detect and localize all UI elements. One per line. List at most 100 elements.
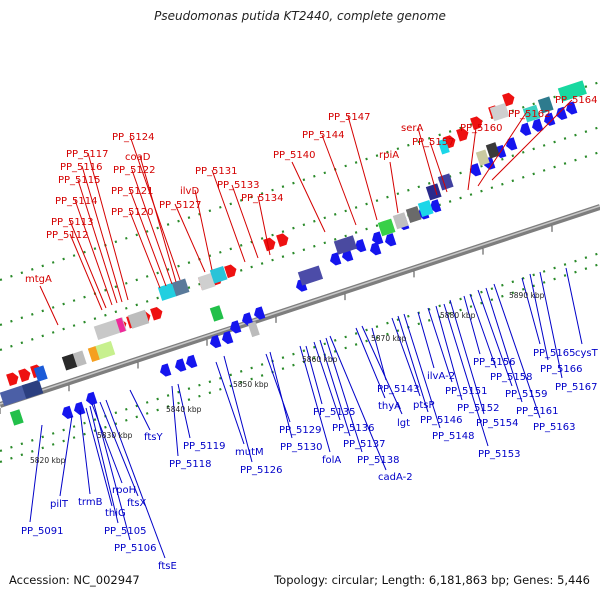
gene-label-ftsY[interactable]: ftsY (144, 432, 163, 443)
bottom-leader-line (105, 399, 166, 559)
tick-label-5840: 5840 kbp (166, 405, 202, 414)
gene-label-mtgA[interactable]: mtgA (25, 274, 52, 285)
gene-label-ilvD[interactable]: ilvD (180, 186, 199, 197)
gene-label-PP_5158[interactable]: PP_5158 (490, 372, 533, 383)
bottom-leader-line (91, 403, 123, 484)
gene-label-PP_5159[interactable]: PP_5159 (505, 389, 548, 400)
gene-label-PP_5140[interactable]: PP_5140 (273, 150, 316, 161)
gene-label-PP_5117[interactable]: PP_5117 (66, 149, 109, 160)
gene-label-ftsE[interactable]: ftsE (158, 561, 177, 572)
gene-label-thyA[interactable]: thyA (378, 401, 401, 412)
gene-label-PP_5129[interactable]: PP_5129 (279, 425, 322, 436)
gene-label-PP_5151[interactable]: PP_5151 (445, 386, 488, 397)
gene-label-mutM[interactable]: mutM (235, 447, 264, 458)
gene-label-PP_5157[interactable]: PP_5157 (412, 137, 455, 148)
gene-label-PP_5164[interactable]: PP_5164 (555, 95, 598, 106)
gene-block (377, 218, 396, 237)
gene-label-cadA-2[interactable]: cadA-2 (378, 472, 413, 483)
gene-label-PP_5091[interactable]: PP_5091 (21, 526, 64, 537)
gene-label-PP_5154[interactable]: PP_5154 (476, 418, 519, 429)
bottom-leader-line (329, 335, 387, 471)
gene-label-PP_5126[interactable]: PP_5126 (240, 465, 283, 476)
top-leader-line (69, 233, 103, 311)
gene-label-lgt[interactable]: lgt (397, 418, 410, 429)
gene-label-PP_5147[interactable]: PP_5147 (328, 112, 371, 123)
gene-arrow (506, 137, 518, 151)
gene-label-coaD[interactable]: coaD (125, 152, 151, 163)
gene-label-PP_5121[interactable]: PP_5121 (111, 186, 154, 197)
gene-block (247, 321, 260, 338)
gene-label-PP_5153[interactable]: PP_5153 (478, 449, 521, 460)
gene-label-PP_5116[interactable]: PP_5116 (60, 162, 103, 173)
genome-backbone (0, 204, 600, 408)
bottom-leader-line (565, 267, 583, 345)
gene-label-PP_5106[interactable]: PP_5106 (114, 543, 157, 554)
gene-arrow (175, 358, 187, 372)
gene-label-PP_5137[interactable]: PP_5137 (343, 439, 386, 450)
gene-block (87, 346, 100, 362)
gene-label-thiG[interactable]: thiG (105, 508, 126, 519)
gene-label-PP_5143[interactable]: PP_5143 (377, 384, 420, 395)
gene-label-PP_5127[interactable]: PP_5127 (159, 200, 202, 211)
gene-label-ftsX[interactable]: ftsX (127, 498, 146, 509)
gene-label-PP_5122[interactable]: PP_5122 (113, 165, 156, 176)
bottom-leader-line (89, 405, 119, 524)
gene-arrow (186, 354, 198, 369)
gene-label-PP_5115[interactable]: PP_5115 (58, 175, 101, 186)
gene-label-PP_5162[interactable]: PP_5162 (508, 109, 551, 120)
gene-label-PP_5136[interactable]: PP_5136 (332, 423, 375, 434)
gene-label-trmB[interactable]: trmB (78, 497, 103, 508)
gene-label-PP_5165[interactable]: PP_5165 (533, 348, 576, 359)
top-leader-line (347, 115, 378, 221)
gene-label-rpoH[interactable]: rpoH (112, 485, 136, 496)
gene-label-serA[interactable]: serA (401, 123, 423, 134)
top-leader-line (257, 195, 271, 256)
gene-block (72, 350, 87, 367)
gene-label-PP_5138[interactable]: PP_5138 (357, 455, 400, 466)
gene-label-PP_5152[interactable]: PP_5152 (457, 403, 500, 414)
gene-label-cysT[interactable]: cysT (575, 348, 599, 359)
gene-label-ptsP[interactable]: ptsP (413, 400, 435, 411)
gene-label-PP_5134[interactable]: PP_5134 (241, 193, 284, 204)
bottom-leader-line (269, 351, 293, 439)
top-label-leaders (39, 99, 573, 326)
gene-label-PP_5113[interactable]: PP_5113 (51, 217, 94, 228)
gene-label-PP_5131[interactable]: PP_5131 (195, 166, 238, 177)
gene-block (437, 138, 450, 155)
gene-label-PP_5144[interactable]: PP_5144 (302, 130, 345, 141)
gene-label-PP_5148[interactable]: PP_5148 (432, 431, 475, 442)
gene-arrow (224, 264, 237, 279)
gene-block (405, 205, 422, 224)
gene-label-PP_5146[interactable]: PP_5146 (420, 415, 463, 426)
gene-label-PP_5166[interactable]: PP_5166 (540, 364, 583, 375)
gene-label-PP_5133[interactable]: PP_5133 (217, 180, 260, 191)
bottom-leader-line (355, 327, 386, 399)
gene-label-PP_5160[interactable]: PP_5160 (460, 123, 503, 134)
bottom-leader-line (485, 287, 523, 403)
gene-label-PP_5112[interactable]: PP_5112 (46, 230, 89, 241)
gene-label-PP_5161[interactable]: PP_5161 (516, 406, 559, 417)
gene-label-PP_5114[interactable]: PP_5114 (55, 196, 98, 207)
bottom-leader-line (223, 355, 253, 463)
gene-label-PP_5135[interactable]: PP_5135 (313, 407, 356, 418)
tick-label-5890: 5890 kbp (509, 291, 545, 300)
bottom-leader-line (463, 295, 481, 355)
gene-label-PP_5130[interactable]: PP_5130 (280, 442, 323, 453)
bottom-leader-line (539, 271, 563, 379)
gene-label-PP_5120[interactable]: PP_5120 (111, 207, 154, 218)
gene-label-folA[interactable]: folA (322, 455, 341, 466)
gene-label-PP_5163[interactable]: PP_5163 (533, 422, 576, 433)
gene-label-PP_5167[interactable]: PP_5167 (555, 382, 598, 393)
gene-label-PP_5118[interactable]: PP_5118 (169, 459, 212, 470)
gene-label-PP_5156[interactable]: PP_5156 (473, 357, 516, 368)
top-leader-line (211, 169, 246, 263)
gene-label-ilvA-2[interactable]: ilvA-2 (427, 371, 455, 382)
gene-label-PP_5124[interactable]: PP_5124 (112, 132, 155, 143)
gene-label-rpiA[interactable]: rpiA (379, 150, 399, 161)
bottom-leader-line (177, 383, 191, 439)
gene-label-PP_5119[interactable]: PP_5119 (183, 441, 226, 452)
gene-label-pilT[interactable]: pilT (50, 499, 69, 510)
gene-arrow (254, 306, 266, 320)
gene-label-PP_5105[interactable]: PP_5105 (104, 526, 147, 537)
